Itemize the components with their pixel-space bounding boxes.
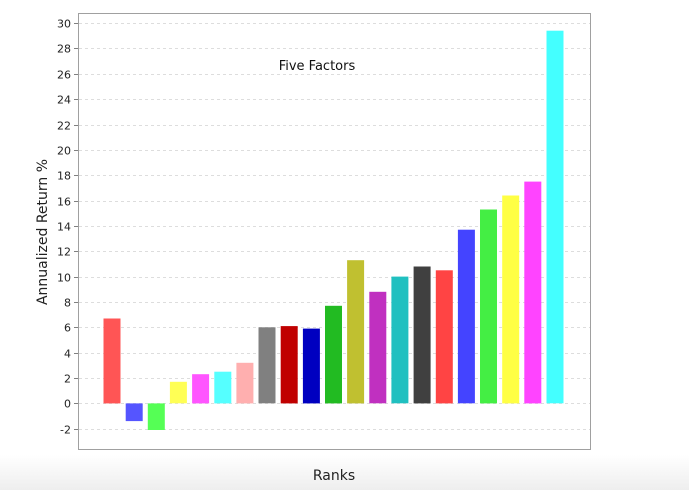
bar (435, 270, 453, 404)
bar (214, 371, 232, 404)
y-tick-label: 30 (57, 18, 71, 31)
y-tick-label: 2 (64, 373, 71, 386)
bars (103, 30, 564, 430)
bar (413, 266, 431, 404)
y-tick-label: 0 (64, 398, 71, 411)
bar (147, 403, 165, 430)
bar (103, 318, 121, 404)
y-tick-label: 10 (57, 272, 71, 285)
bar (369, 291, 387, 404)
y-tick-label: 6 (64, 322, 71, 335)
bar (302, 328, 320, 404)
bar (325, 305, 342, 404)
y-tick-label: 4 (64, 348, 71, 361)
y-tick-label: -2 (60, 424, 71, 437)
bar (169, 381, 187, 404)
bar (280, 326, 298, 404)
y-tick-label: 20 (57, 145, 71, 158)
bar (546, 30, 564, 404)
bar (502, 195, 520, 404)
chart-title: Five Factors (279, 59, 356, 74)
bar (347, 260, 365, 404)
bar (524, 181, 542, 404)
x-axis-title: Ranks (313, 468, 355, 484)
y-tick-label: 24 (57, 94, 71, 107)
bar (192, 374, 210, 404)
bar (480, 209, 497, 404)
bar (125, 403, 143, 422)
y-tick-label: 12 (57, 246, 71, 259)
bar (258, 327, 276, 404)
bar (236, 362, 254, 404)
y-tick-label: 22 (57, 120, 71, 133)
y-tick-label: 18 (57, 170, 71, 183)
y-tick-label: 14 (57, 221, 71, 234)
y-axis-title: Annualized Return % (35, 159, 51, 305)
bar (391, 276, 409, 404)
y-tick-label: 28 (57, 43, 71, 56)
y-tick-label: 8 (64, 297, 71, 310)
y-tick-label: 16 (57, 196, 71, 209)
y-tick-label: 26 (57, 69, 71, 82)
bar (457, 229, 475, 404)
